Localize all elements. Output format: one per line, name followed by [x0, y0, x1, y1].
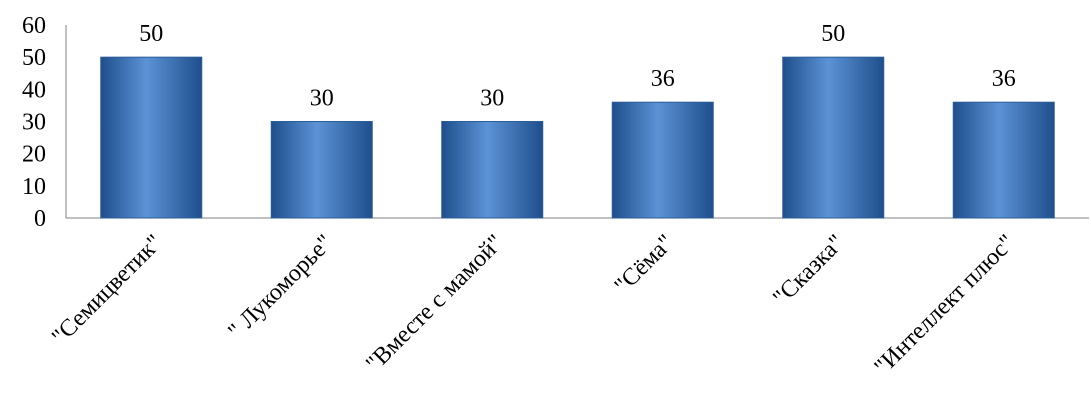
y-tick-label: 20: [22, 142, 46, 168]
x-tick-label: "Интеллект плюс": [870, 230, 1020, 380]
data-label: 36: [992, 66, 1016, 92]
chart-axes: [65, 25, 1089, 219]
x-tick-label: "Сёма": [610, 230, 679, 299]
data-label: 50: [139, 21, 163, 47]
y-tick-label: 60: [22, 13, 46, 39]
x-axis-tick-labels: "Семицветик" " Лукоморье" "Вместе с мамой"…: [47, 230, 1020, 380]
x-tick-label: "Семицветик": [47, 230, 167, 350]
x-tick-label: " Лукоморье": [223, 230, 338, 345]
data-label: 50: [821, 21, 845, 47]
chart-data-labels: 50 30 30 36 50 36: [139, 21, 1016, 111]
data-label: 30: [310, 86, 334, 112]
data-label: 36: [651, 66, 675, 92]
chart-bars: [100, 56, 1055, 219]
data-label: 30: [480, 86, 504, 112]
x-tick-label: "Вместе с мамой": [361, 230, 508, 377]
y-tick-label: 10: [22, 174, 46, 200]
bar: [952, 101, 1055, 219]
x-tick-label: "Сказка": [768, 230, 849, 311]
bar: [270, 121, 373, 219]
y-axis-tick-labels: 0 10 20 30 40 50 60: [22, 13, 46, 232]
y-tick-label: 0: [34, 206, 46, 232]
y-tick-label: 50: [22, 45, 46, 71]
bar: [441, 121, 544, 219]
bar: [611, 101, 714, 219]
y-tick-label: 40: [22, 77, 46, 103]
y-tick-label: 30: [22, 110, 46, 136]
bar: [100, 56, 203, 219]
bar: [782, 56, 885, 219]
